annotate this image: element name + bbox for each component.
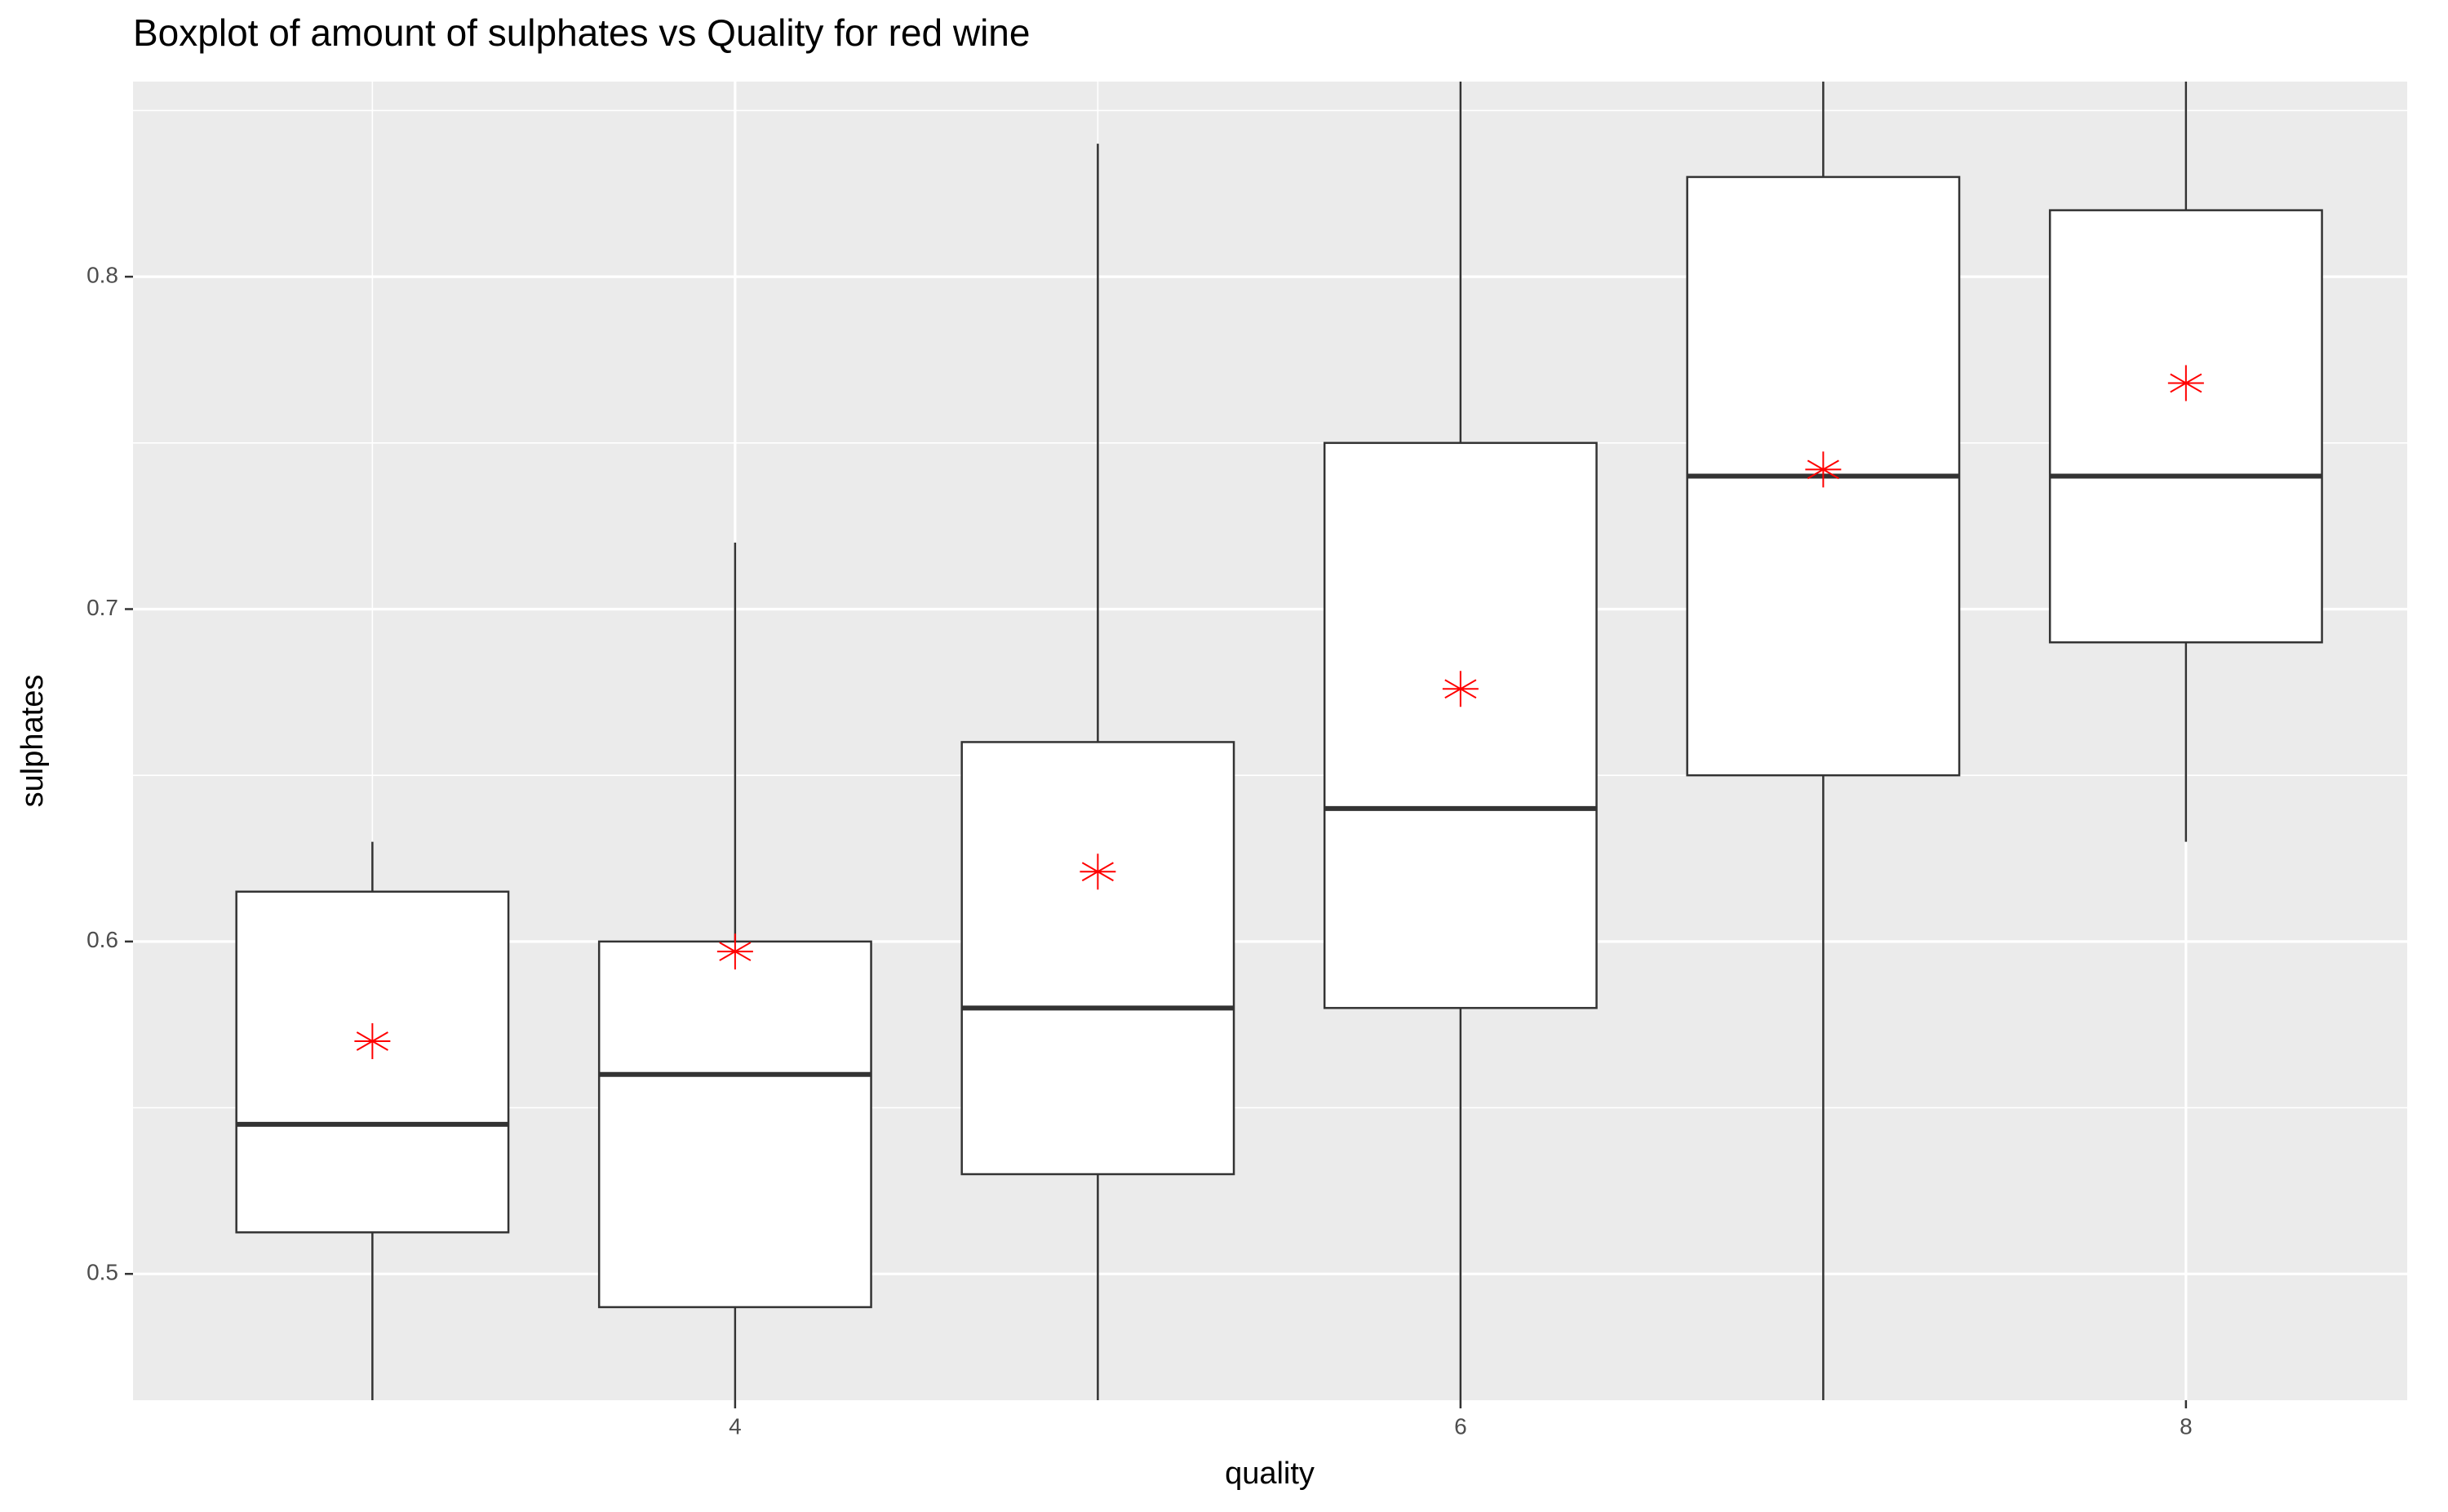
box	[2048, 209, 2323, 644]
mean-marker	[354, 1023, 391, 1060]
mean-marker	[2167, 365, 2204, 401]
mean-marker	[1080, 854, 1116, 890]
x-tick-label: 8	[2180, 1413, 2193, 1439]
box	[1323, 441, 1598, 1009]
y-tick-label: 0.5	[86, 1260, 118, 1285]
box	[597, 940, 872, 1309]
y-tick-label: 0.6	[86, 927, 118, 952]
x-axis-title: quality	[1225, 1457, 1315, 1491]
box	[960, 741, 1235, 1176]
box	[235, 890, 510, 1234]
x-tick-label: 4	[729, 1413, 742, 1439]
mean-marker	[1805, 451, 1842, 488]
mean-marker	[716, 933, 753, 970]
plot-area	[235, 82, 2323, 1400]
y-tick-label: 0.7	[86, 595, 118, 620]
mean-marker	[1442, 671, 1479, 707]
chart-title: Boxplot of amount of sulphates vs Qualit…	[133, 11, 1030, 54]
y-tick-label: 0.8	[86, 263, 118, 288]
x-tick-label: 6	[1454, 1413, 1467, 1439]
panel	[133, 82, 2407, 1400]
y-axis-title: sulphates	[16, 675, 50, 808]
